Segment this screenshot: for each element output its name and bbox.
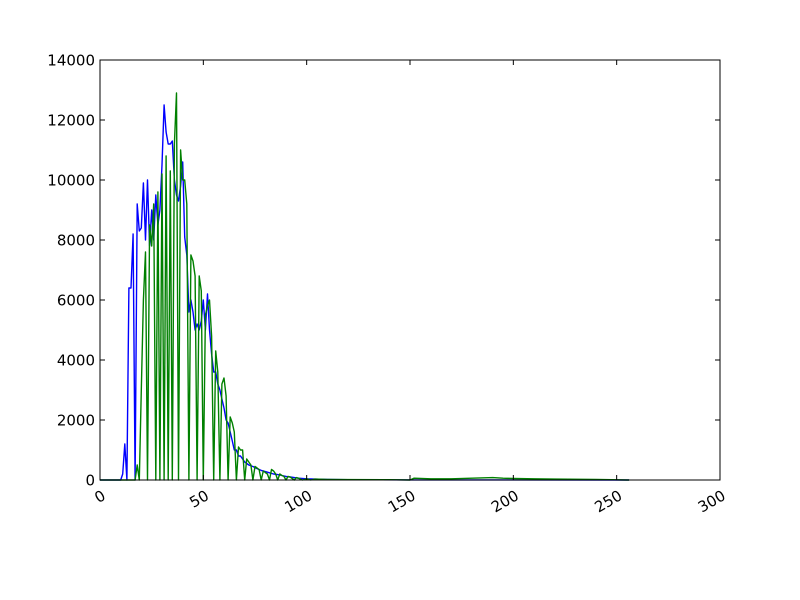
x-tick-label: 100 — [281, 486, 315, 516]
plot-frame — [99, 59, 721, 481]
y-tick-label: 10000 — [47, 171, 95, 189]
y-tick-label: 6000 — [57, 291, 95, 309]
y-tick-label: 2000 — [57, 411, 95, 429]
x-tick-label: 250 — [591, 486, 625, 516]
x-tick-label: 50 — [186, 486, 212, 511]
x-tick-label: 200 — [488, 486, 522, 516]
y-tick-label: 0 — [85, 471, 95, 489]
series-line-2 — [100, 92, 630, 481]
x-tick-label: 300 — [695, 486, 729, 516]
x-tick-label: 150 — [385, 486, 419, 516]
y-tick-label: 12000 — [47, 111, 95, 129]
y-tick-label: 8000 — [57, 231, 95, 249]
y-tick-label: 14000 — [47, 51, 95, 69]
y-axis: 0 2000 4000 6000 8000 10000 12000 14000 — [47, 51, 720, 489]
plot-lines — [100, 92, 630, 481]
x-tick-label: 0 — [91, 486, 108, 506]
y-tick-label: 4000 — [57, 351, 95, 369]
